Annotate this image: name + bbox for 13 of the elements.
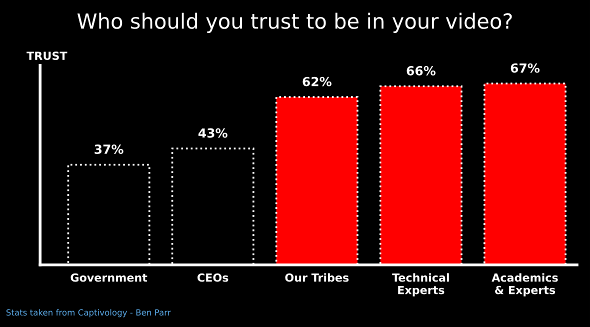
data-label: 37% [94,144,124,154]
x-tick-label: CEOs [197,273,228,282]
data-label: 66% [406,66,436,76]
text: Stats taken from Captivology - Ben Parr [6,309,171,318]
chart-title: Who should you trust to be in your video? [77,12,512,33]
x-tick-label: Our Tribes [285,273,349,282]
x-tick-label: Technical Experts [392,273,449,296]
data-label: 62% [302,76,332,86]
data-label: 43% [198,128,228,138]
data-label: 67% [510,63,540,73]
x-tick-label: Academics & Experts [492,273,558,296]
y-axis-title: TRUST [26,52,68,60]
x-tick-label: Government [70,273,148,282]
